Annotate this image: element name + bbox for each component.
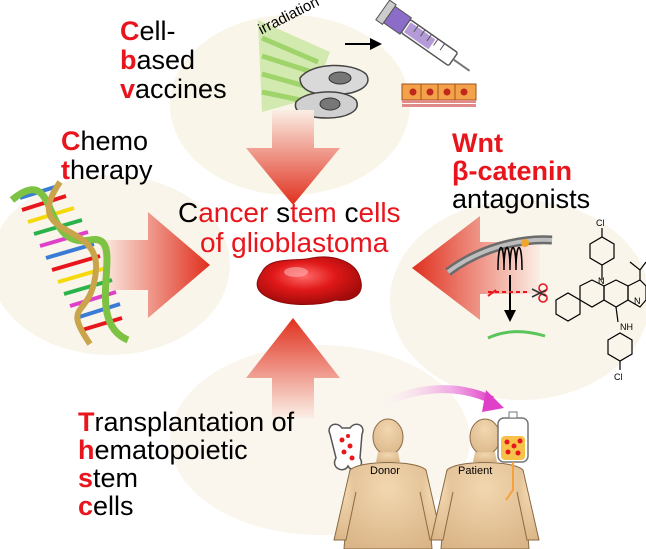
wnt-line2: β-catenin — [452, 156, 572, 186]
membrane-receptor-icon — [445, 235, 553, 276]
molecule-n-ring: N — [598, 276, 605, 286]
center-title-part-ells: ells — [358, 197, 401, 228]
transplant-rest-3: tem — [93, 463, 139, 493]
molecule-n-imine: N — [634, 296, 641, 306]
vaccines-initial-c: C — [120, 16, 140, 46]
transplant-line4: cells — [78, 493, 134, 520]
chemo-line1: Chemo — [61, 128, 148, 155]
transplant-suffix-of: of — [264, 407, 295, 437]
transplant-initial-s: s — [78, 463, 94, 493]
dna-helix-icon — [9, 180, 130, 346]
wnt-line1: Wnt — [452, 128, 503, 158]
vaccines-line3: vaccines — [120, 76, 227, 103]
center-title-initial-c: C — [178, 197, 199, 228]
chemo-initial-c: C — [61, 126, 81, 156]
chemo-line2: therapy — [61, 157, 153, 184]
donor-label: Donor — [370, 465, 400, 477]
vaccines-line1: Cell- — [120, 18, 176, 45]
molecule-nh: NH — [620, 322, 633, 332]
scissors-icon — [531, 283, 548, 303]
wnt-line3: antagonists — [452, 184, 591, 214]
center-title-initial-c2: c — [344, 197, 359, 228]
transplant-line2: hematopoietic — [78, 437, 248, 464]
patient-figure — [430, 418, 540, 549]
dna-strand-icon — [487, 330, 546, 340]
transplant-line3: stem — [78, 465, 138, 492]
chemo-rest-2: herapy — [70, 155, 153, 185]
vaccine-arrow — [345, 38, 382, 50]
transplant-rest-1: ransplantation — [94, 407, 265, 437]
transplant-line1: Transplantation of — [78, 409, 294, 436]
wnt-glow — [390, 200, 646, 400]
vaccines-rest-2: ased — [136, 45, 196, 75]
iv-bag-icon — [497, 411, 529, 501]
center-title-initial-s: s — [276, 197, 291, 228]
tissue-icon — [401, 83, 477, 107]
transplant-initial-t: T — [78, 407, 95, 437]
center-title-part-ancer: ancer — [198, 197, 277, 228]
vaccines-initial-v: v — [120, 74, 136, 104]
center-title-line2: of glioblastoma — [200, 227, 389, 258]
vaccines-rest-3: accines — [135, 74, 227, 104]
molecule-structure — [555, 228, 646, 370]
transplant-rest-2: ematopoietic — [94, 435, 248, 465]
vaccines-line2: based — [120, 47, 195, 74]
syringe-icon — [375, 0, 471, 72]
tumor-blob-icon — [256, 256, 362, 305]
transplant-rest-4: ells — [93, 491, 134, 521]
molecule-cl-top: Cl — [596, 218, 605, 228]
arrow-chemo — [100, 212, 210, 318]
chemo-initial-t: t — [61, 155, 70, 185]
arrow-transplant — [246, 318, 340, 418]
chemo-rest-1: hemo — [80, 126, 149, 156]
center-title-line1: Cancer stem cells — [178, 199, 401, 227]
arrow-vaccines — [246, 110, 340, 205]
vaccines-rest-1: ell- — [139, 16, 176, 46]
vaccines-initial-b: b — [120, 45, 137, 75]
bone-icon — [328, 423, 364, 471]
transfer-arrow — [369, 385, 504, 416]
transplant-initial-c: c — [78, 491, 94, 521]
signal-path — [487, 275, 530, 322]
molecule-cl-bottom: Cl — [614, 372, 623, 382]
center-title-part-tem: tem — [290, 197, 345, 228]
patient-label: Patient — [458, 465, 492, 477]
transplant-initial-h: h — [78, 435, 95, 465]
vaccine-glow — [170, 15, 410, 195]
